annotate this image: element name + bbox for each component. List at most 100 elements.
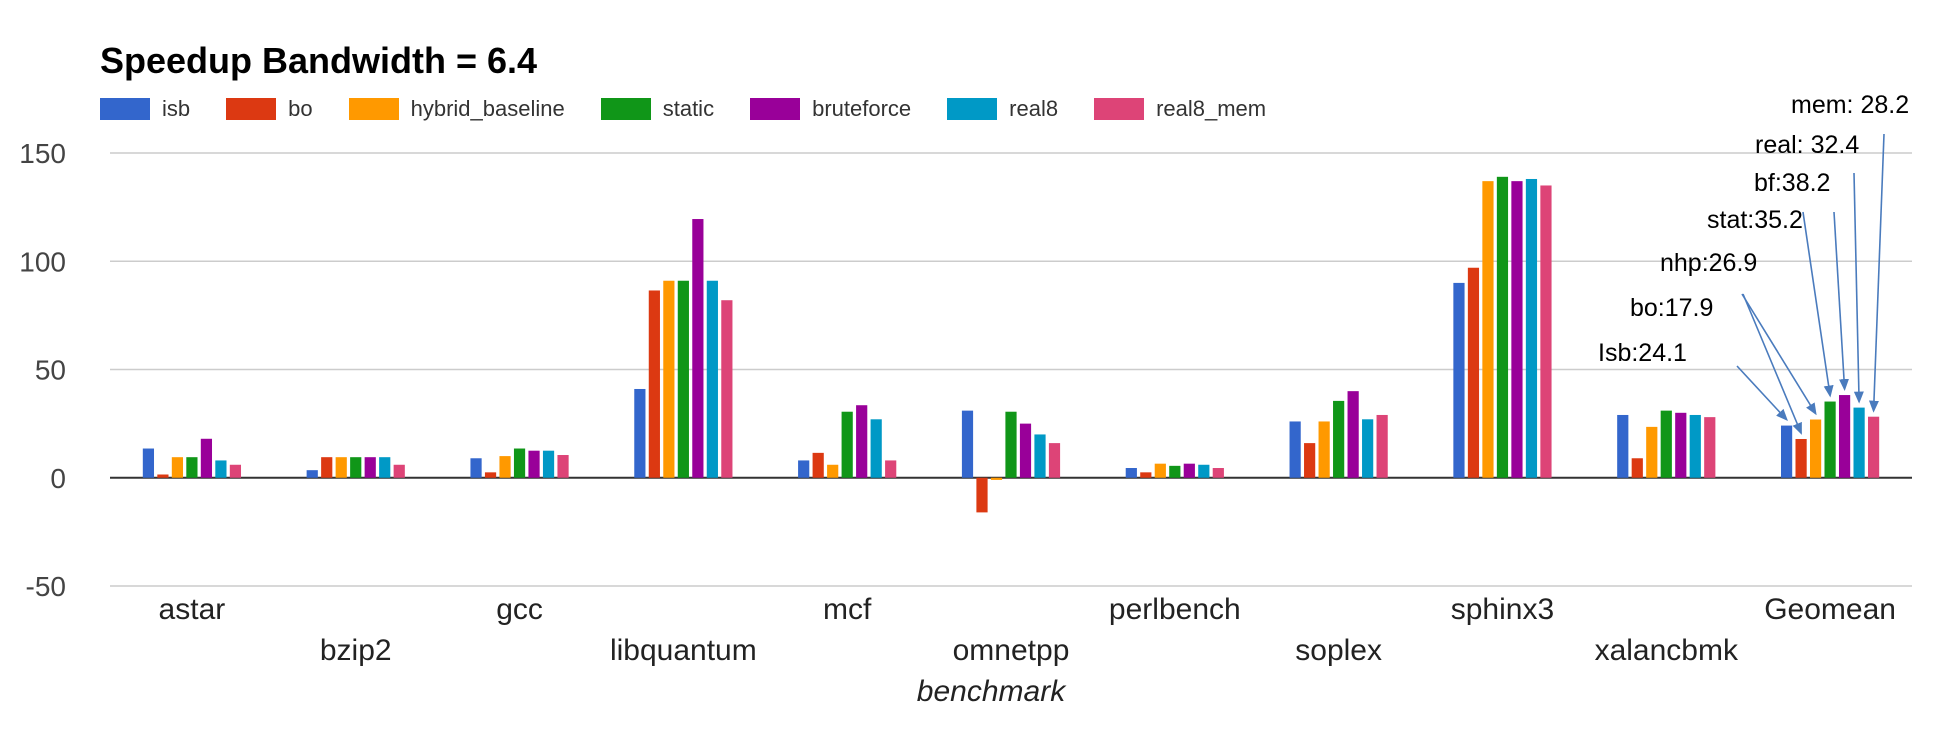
- bar-real8: [1525, 178, 1538, 478]
- annotation-label: nhp:26.9: [1660, 249, 1757, 277]
- bar-real8: [542, 450, 555, 478]
- legend-label: hybrid_baseline: [410, 96, 565, 121]
- bar-bruteforce: [1019, 423, 1032, 478]
- bar-bo: [812, 452, 824, 478]
- bar-hybrid_baseline: [827, 464, 839, 478]
- annotation-label: real: 32.4: [1755, 131, 1859, 159]
- bar-bo: [1140, 472, 1152, 478]
- bar-real8_mem: [229, 464, 242, 478]
- legend-item-isb: isb: [100, 96, 190, 122]
- bar-real8: [1034, 434, 1046, 478]
- bar-real8: [379, 457, 391, 478]
- bar-isb: [1780, 425, 1793, 478]
- y-tick-label: 0: [50, 463, 66, 494]
- legend-item-hybrid_baseline: hybrid_baseline: [348, 96, 565, 122]
- bar-bo: [648, 290, 660, 478]
- bar-real8_mem: [1376, 414, 1388, 478]
- bar-hybrid_baseline: [1482, 181, 1494, 478]
- bar-isb: [961, 410, 974, 478]
- bar-bo: [1467, 267, 1480, 478]
- bar-real8_mem: [1540, 185, 1552, 478]
- annotation-arrow: [1853, 172, 1864, 404]
- x-tick-label: xalancbmk: [1595, 634, 1739, 667]
- bar-hybrid_baseline: [1809, 419, 1822, 478]
- legend-swatch: [226, 98, 277, 120]
- bar-static: [1333, 400, 1345, 478]
- bar-isb: [1453, 282, 1465, 478]
- annotation-label: bo:17.9: [1630, 294, 1713, 322]
- bar-bruteforce: [1511, 181, 1523, 478]
- bar-bo: [976, 477, 988, 513]
- bar-hybrid_baseline: [663, 280, 675, 478]
- bar-bruteforce: [1838, 395, 1851, 478]
- bar-bruteforce: [364, 457, 376, 478]
- annotation-arrow: [1868, 133, 1885, 413]
- annotation-label: stat:35.2: [1707, 206, 1803, 234]
- bar-hybrid_baseline: [499, 456, 511, 478]
- legend-item-bo: bo: [226, 96, 313, 122]
- bar-isb: [142, 448, 155, 478]
- bar-isb: [470, 458, 482, 478]
- bar-hybrid_baseline: [171, 457, 184, 478]
- x-tick-label: Geomean: [1764, 593, 1896, 626]
- annotation-arrow: [1741, 293, 1817, 416]
- bar-bo: [484, 472, 497, 478]
- bar-static: [513, 448, 526, 478]
- bar-real8_mem: [721, 300, 733, 478]
- bar-hybrid_baseline: [1646, 426, 1658, 478]
- bar-real8_mem: [1048, 443, 1061, 478]
- legend-swatch: [348, 98, 399, 120]
- bar-static: [1005, 411, 1017, 478]
- legend-label: isb: [162, 96, 191, 121]
- bar-hybrid_baseline: [1154, 463, 1166, 478]
- bar-bruteforce: [1347, 391, 1359, 478]
- bar-hybrid_baseline: [990, 477, 1003, 480]
- legend-swatch: [750, 98, 801, 120]
- legend-item-real8_mem: real8_mem: [1094, 96, 1266, 122]
- y-tick-label: 150: [19, 138, 66, 169]
- bar-static: [186, 457, 198, 478]
- bar-static: [1496, 176, 1509, 478]
- bar-static: [1169, 465, 1181, 478]
- chart-title: Speedup Bandwidth = 6.4: [100, 40, 538, 81]
- bar-real8: [1362, 419, 1374, 478]
- x-tick-label: perlbench: [1109, 593, 1241, 626]
- annotation-arrow: [1833, 211, 1849, 392]
- bar-bruteforce: [1183, 463, 1195, 478]
- x-tick-label: bzip2: [320, 634, 392, 667]
- bar-hybrid_baseline: [335, 457, 347, 478]
- bar-real8_mem: [1704, 417, 1716, 478]
- x-tick-label: mcf: [823, 593, 872, 626]
- bar-bo: [1304, 443, 1316, 478]
- annotation-label: Isb:24.1: [1598, 339, 1687, 367]
- legend-label: bo: [288, 96, 313, 121]
- bar-bo: [157, 474, 169, 478]
- bar-bruteforce: [1675, 412, 1687, 478]
- x-axis-label: benchmark: [917, 675, 1067, 708]
- bar-real8_mem: [1867, 416, 1880, 478]
- legend-swatch: [947, 98, 998, 120]
- legend-label: static: [662, 96, 715, 121]
- legend-label: real8_mem: [1156, 96, 1267, 121]
- bar-isb: [634, 388, 646, 478]
- bar-static: [1824, 401, 1836, 478]
- legend-label: bruteforce: [812, 96, 912, 121]
- bar-isb: [1125, 468, 1137, 478]
- bar-real8_mem: [393, 464, 405, 478]
- bar-bo: [1631, 458, 1643, 478]
- bar-real8_mem: [557, 455, 569, 478]
- bar-isb: [798, 460, 810, 478]
- bar-bo: [1795, 438, 1807, 478]
- bar-isb: [1617, 414, 1629, 478]
- legend-swatch: [600, 98, 651, 120]
- annotation-arrow: [1742, 293, 1802, 435]
- y-tick-label: 100: [19, 246, 66, 277]
- bar-real8: [215, 460, 227, 478]
- bar-static: [1660, 410, 1672, 478]
- bar-static: [350, 457, 362, 478]
- bar-bruteforce: [856, 405, 868, 478]
- bar-real8_mem: [1212, 468, 1224, 478]
- legend-item-bruteforce: bruteforce: [750, 96, 911, 122]
- bar-bruteforce: [528, 450, 540, 478]
- annotation-label: mem: 28.2: [1791, 91, 1909, 119]
